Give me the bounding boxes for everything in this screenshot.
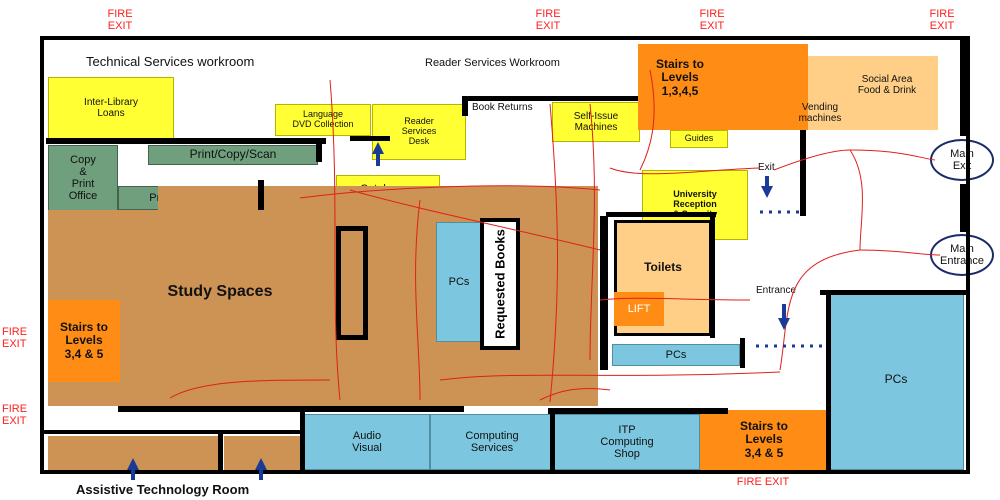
- direction-arrows: [127, 142, 790, 480]
- wall: [550, 412, 555, 472]
- language-dvd-collection: Language DVD Collection: [275, 104, 371, 136]
- social-area-block: [808, 56, 938, 130]
- fire-exit-label: FIRE EXIT: [2, 403, 28, 428]
- social-area-food-drink: Social Area Food & Drink: [857, 74, 917, 96]
- stairs-bottom: Stairs to Levels 3,4 & 5: [700, 410, 828, 470]
- wall: [218, 432, 223, 472]
- study-spaces-label: Study Spaces: [167, 283, 273, 301]
- copy-print-office: Copy & Print Office: [48, 145, 118, 211]
- wall: [40, 36, 44, 474]
- pcs-study-area: PCs: [436, 222, 482, 342]
- wall: [960, 184, 970, 232]
- wall: [826, 290, 831, 472]
- wall: [46, 138, 326, 144]
- wall: [820, 290, 970, 295]
- wall: [600, 216, 608, 370]
- vending-machines: Vending machines: [798, 102, 842, 124]
- wall: [960, 40, 970, 136]
- wall: [40, 470, 970, 474]
- wall: [350, 136, 390, 141]
- stairs-top-block: [638, 44, 808, 130]
- wall: [462, 96, 468, 116]
- main-exit: Main Exit: [930, 139, 994, 181]
- wall: [118, 406, 464, 412]
- door-markers: [756, 210, 826, 348]
- stairs-left: Stairs to Levels 3,4 & 5: [48, 300, 120, 382]
- wall: [548, 408, 728, 414]
- computing-services: Computing Services: [430, 414, 554, 470]
- reader-services-label: Reader Services Workroom: [425, 57, 560, 69]
- wall: [710, 212, 715, 338]
- book-returns-label: Book Returns: [472, 102, 533, 113]
- fire-exit-label: FIRE EXIT: [107, 8, 133, 33]
- print-copy-scan-area: Print/Copy/Scan: [148, 145, 318, 165]
- wall: [606, 212, 716, 217]
- assistive-technology-label: Assistive Technology Room: [76, 482, 250, 497]
- wall: [316, 140, 322, 162]
- wall: [800, 130, 806, 216]
- stairs-top-label: Stairs to Levels 1,3,4,5: [655, 57, 704, 98]
- evacuation-route-lines: [169, 69, 941, 403]
- fire-exit-label: FIRE EXIT: [736, 476, 790, 488]
- wall: [300, 412, 305, 472]
- fire-exit-label: FIRE EXIT: [929, 8, 955, 33]
- lift: LIFT: [614, 292, 664, 326]
- technical-services-label: Technical Services workroom: [86, 54, 255, 69]
- wall: [740, 338, 745, 368]
- reader-services-desk: Reader Services Desk: [372, 104, 466, 160]
- study-desk-block: [336, 226, 368, 340]
- wall: [462, 96, 638, 101]
- itp-computing-shop: ITP Computing Shop: [554, 414, 700, 470]
- fire-exit-label: FIRE EXIT: [535, 8, 561, 33]
- fire-exit-label: FIRE EXIT: [699, 8, 725, 33]
- guides: Guides: [670, 130, 728, 148]
- pcs-entrance: PCs: [612, 344, 740, 366]
- wall: [40, 36, 970, 40]
- self-issue-machines: Self-Issue Machines: [552, 102, 640, 142]
- wall: [966, 36, 970, 474]
- fire-exit-label: FIRE EXIT: [2, 326, 28, 351]
- wall: [258, 180, 264, 210]
- exit-label: Exit: [758, 162, 775, 173]
- entrance-label: Entrance: [756, 285, 797, 296]
- study-spaces-main: [158, 186, 598, 406]
- wall: [40, 430, 304, 434]
- requested-books-shelf: Requested Books: [480, 218, 520, 350]
